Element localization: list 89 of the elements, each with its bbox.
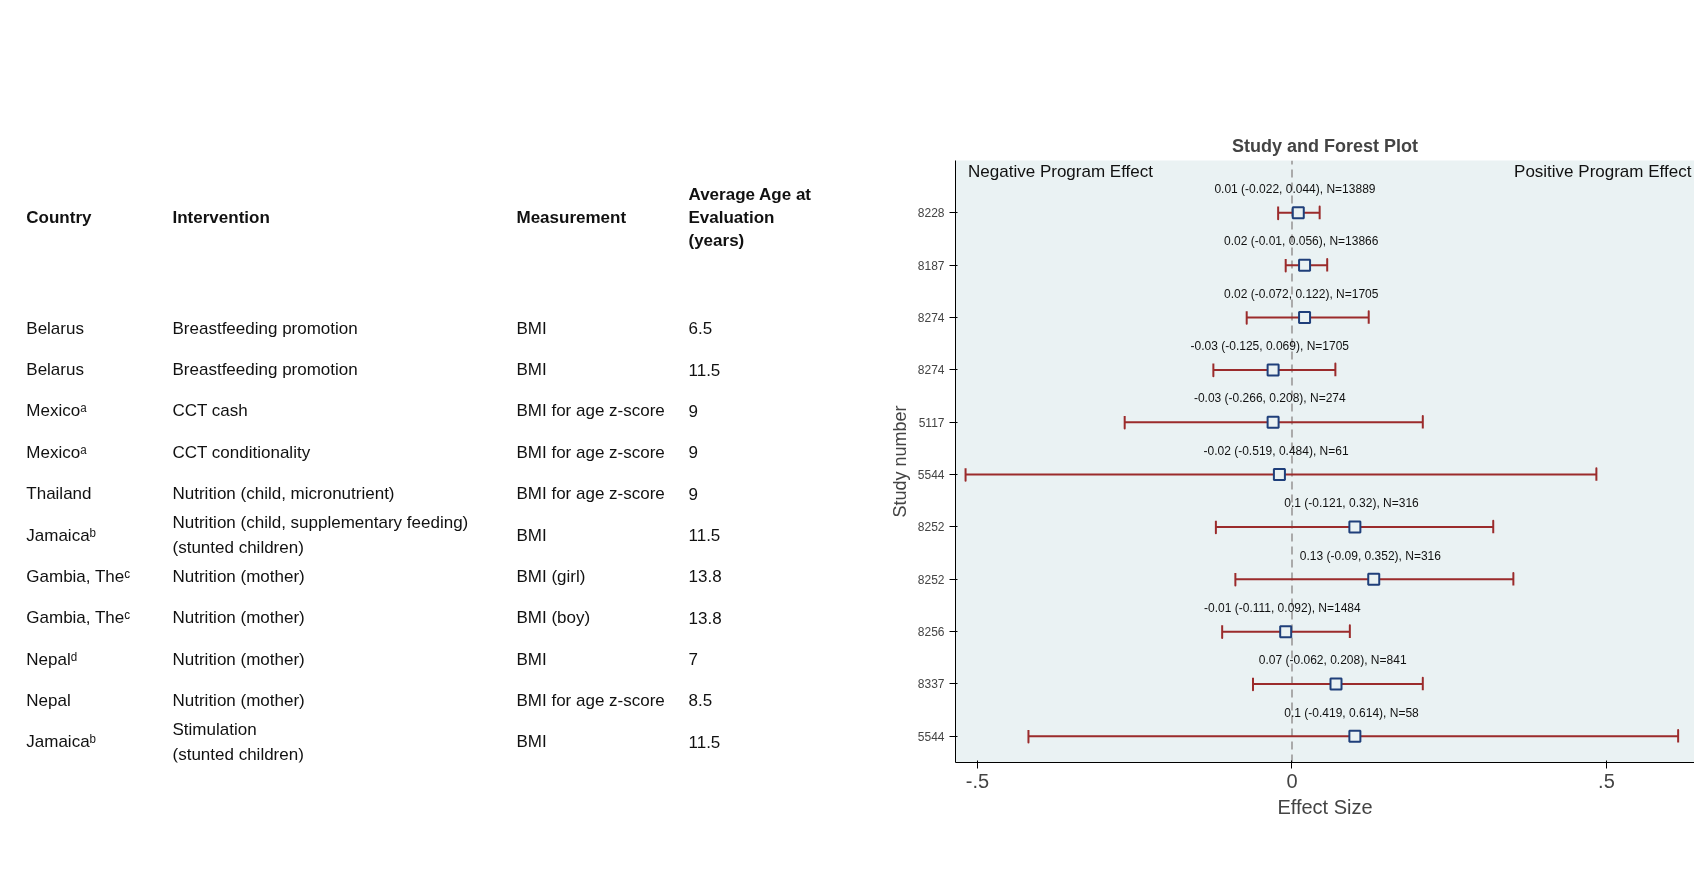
text: Measurement	[516, 207, 627, 227]
text: 8.5	[688, 691, 713, 711]
point	[1348, 520, 1362, 534]
y-tick-label: 8274	[917, 311, 945, 326]
text: Jamaicaᵇ	[26, 525, 97, 545]
text: Nutrition (child, micronutrient)	[172, 484, 395, 504]
point	[1329, 677, 1343, 691]
y-tick-label: 8187	[917, 258, 945, 273]
data-label: 0.13 (-0.09, 0.352), N=316	[1299, 548, 1442, 563]
annotation: Positive Program Effect	[1514, 161, 1692, 181]
text: BMI	[516, 318, 547, 338]
text: 11.5	[688, 526, 721, 546]
text: BMI for age z-score	[516, 484, 665, 504]
point	[1367, 572, 1381, 586]
data-label: 0.1 (-0.419, 0.614), N=58	[1284, 705, 1420, 720]
data-label: -0.03 (-0.266, 0.208), N=274	[1193, 391, 1346, 406]
y-tick-label: 8337	[917, 677, 945, 692]
text: Nutrition (child, supplementary feeding) (stunted children)	[172, 513, 469, 557]
text: Breastfeeding promotion	[172, 360, 358, 380]
text: Nepal	[26, 690, 71, 710]
text: Breastfeeding promotion	[172, 318, 358, 338]
y-tick-label: 5117	[918, 415, 945, 430]
x-tick-label: 0	[1286, 769, 1298, 792]
text: 9	[688, 401, 698, 421]
text: BMI	[516, 649, 547, 669]
text: BMI	[516, 525, 547, 545]
text: CCT conditionality	[172, 442, 311, 462]
point	[1348, 729, 1362, 743]
y-tick-label: 8274	[917, 363, 945, 378]
text: Mexicoᵃ	[26, 442, 88, 462]
text: Average Age at Evaluation (years)	[688, 185, 812, 250]
point	[1279, 625, 1293, 639]
text: Country	[26, 207, 93, 227]
text: 13.8	[688, 608, 722, 628]
text: BMI (girl)	[516, 566, 586, 586]
y-tick-label: 8256	[917, 625, 945, 640]
text: CCT cash	[172, 401, 248, 421]
x-tick-label: -.5	[965, 769, 990, 792]
point	[1298, 311, 1312, 325]
data-label: 0.02 (-0.01, 0.056), N=13866	[1224, 234, 1379, 249]
chart-title: Study and Forest Plot	[1231, 135, 1419, 156]
text: Nutrition (mother)	[172, 608, 305, 628]
data-label: -0.01 (-0.111, 0.092), N=1484	[1204, 600, 1362, 615]
text: Nepalᵈ	[26, 649, 78, 669]
x-tick-label: .5	[1598, 769, 1615, 792]
text: Thailand	[26, 484, 92, 504]
y-tick-label: 5544	[917, 468, 945, 483]
text: Gambia, Theᶜ	[26, 566, 131, 586]
y-tick-label: 8252	[917, 520, 945, 535]
text: 6.5	[688, 319, 713, 339]
annotation: Negative Program Effect	[968, 161, 1154, 181]
data-label: 0.07 (-0.062, 0.208), N=841	[1258, 653, 1407, 668]
data-label: 0.1 (-0.121, 0.32), N=316	[1284, 496, 1420, 511]
point	[1266, 363, 1280, 377]
text: Nutrition (mother)	[172, 690, 305, 710]
y-tick-label: 8228	[917, 206, 945, 221]
data-label: 0.01 (-0.022, 0.044), N=13889	[1214, 182, 1376, 197]
point	[1298, 258, 1312, 272]
text: BMI for age z-score	[516, 690, 665, 710]
text: Intervention	[172, 207, 270, 227]
text: 11.5	[688, 732, 721, 752]
text: 9	[688, 443, 698, 463]
text: BMI for age z-score	[516, 442, 665, 462]
text: Stimulation (stunted children)	[172, 719, 304, 764]
data-label: -0.03 (-0.125, 0.069), N=1705	[1190, 339, 1350, 354]
x-axis-title: Effect Size	[1277, 795, 1373, 818]
text: Mexicoᵃ	[26, 401, 88, 421]
text: 7	[688, 650, 698, 670]
y-axis-title: Study number	[889, 405, 910, 518]
text: Nutrition (mother)	[172, 649, 305, 669]
data-label: 0.02 (-0.072, 0.122), N=1705	[1224, 286, 1379, 301]
text: BMI for age z-score	[516, 401, 665, 421]
text: Jamaicaᵇ	[26, 732, 97, 752]
text: 13.8	[688, 567, 722, 587]
text: BMI (boy)	[516, 608, 591, 628]
data-label: -0.02 (-0.519, 0.484), N=61	[1203, 443, 1349, 458]
text: BMI	[516, 732, 547, 752]
point	[1266, 415, 1280, 429]
point	[1272, 468, 1286, 482]
text: Belarus	[26, 360, 84, 380]
point	[1291, 206, 1305, 220]
text: 11.5	[688, 360, 721, 380]
text: 9	[688, 484, 698, 504]
y-tick-label: 5544	[917, 729, 945, 744]
text: Nutrition (mother)	[172, 566, 305, 586]
text: Belarus	[26, 318, 84, 338]
text: Gambia, Theᶜ	[26, 608, 131, 628]
text: BMI	[516, 360, 547, 380]
y-tick-label: 8252	[917, 572, 945, 587]
